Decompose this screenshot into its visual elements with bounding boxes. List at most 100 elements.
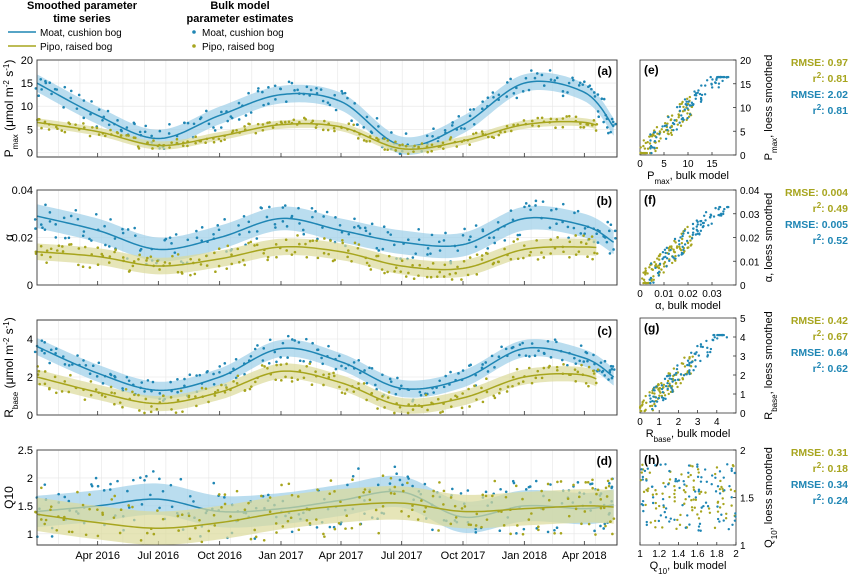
scatter-point — [81, 503, 85, 507]
scatter-point — [298, 242, 301, 246]
scatter-point — [212, 372, 215, 376]
scatter-point — [89, 393, 93, 397]
scatter-point — [696, 91, 699, 94]
scatter-point — [143, 411, 146, 415]
scatter-point — [353, 241, 357, 245]
scatter-point — [512, 92, 516, 95]
scatter-point — [262, 103, 265, 107]
scatter-point — [347, 122, 351, 126]
scatter-point — [91, 126, 94, 129]
scatter-point — [654, 404, 657, 408]
scatter-point — [535, 72, 539, 75]
scatter-point — [39, 77, 43, 81]
scatter-point — [704, 84, 707, 87]
stat-value: : 0.67 — [821, 331, 848, 343]
scatter-point — [179, 477, 183, 481]
legend-heading-bulk-line1: Bulk model — [210, 0, 269, 12]
scatter-point — [302, 359, 305, 363]
scatter-point — [43, 228, 47, 231]
scatter-point — [662, 262, 666, 265]
scatter-point — [664, 255, 667, 259]
scatter-point — [195, 404, 198, 408]
scatter-point — [695, 351, 698, 354]
scatter-point — [192, 122, 196, 126]
scatter-point — [76, 354, 79, 357]
scatter-point — [504, 495, 508, 499]
scatter-point — [120, 129, 123, 133]
scatter-point — [310, 383, 314, 387]
scatter-point — [481, 132, 485, 136]
scatter-point — [659, 391, 662, 394]
scatter-point — [556, 236, 559, 239]
scatter-point — [579, 241, 583, 244]
scatter-point — [713, 333, 716, 337]
scatter-point — [697, 89, 700, 92]
scatter-point — [275, 363, 278, 367]
scatter-point — [674, 381, 678, 385]
scatter-point — [567, 514, 571, 518]
scatter-point — [119, 134, 123, 137]
scatter-point — [420, 142, 424, 145]
scatter-point — [670, 386, 673, 390]
scatter-point — [668, 520, 671, 523]
scatter-point — [453, 504, 457, 508]
scatter-point — [688, 361, 691, 365]
scatter-point — [137, 393, 140, 397]
scatter-point — [133, 122, 136, 126]
scatter-point — [333, 93, 336, 97]
scatter-point — [316, 488, 319, 491]
scatter-point — [420, 499, 423, 502]
scatter-point — [708, 511, 712, 514]
scatter-point — [223, 496, 226, 499]
scatter-point — [261, 90, 264, 94]
scatter-point — [595, 232, 598, 236]
scatter-point — [540, 73, 544, 77]
scatter-point — [431, 135, 434, 138]
scatter-point — [596, 110, 600, 113]
y-tick-label: 10 — [740, 104, 752, 115]
scatter-point — [321, 362, 325, 366]
scatter-point — [581, 83, 585, 86]
scatter-point — [493, 396, 497, 400]
scatter-point — [686, 359, 690, 362]
scatter-point — [720, 485, 723, 489]
scatter-point — [103, 134, 107, 138]
legend-heading-smoothed-line2: time series — [53, 13, 110, 25]
scatter-point — [107, 123, 111, 127]
scatter-point — [121, 231, 125, 235]
scatter-point — [686, 225, 689, 229]
scatter-point — [235, 489, 239, 493]
scatter-point — [696, 475, 700, 479]
scatter-point — [488, 236, 491, 240]
scatter-point — [50, 535, 54, 538]
scatter-point — [281, 206, 285, 209]
scatter-point — [651, 135, 654, 138]
scatter-point — [667, 392, 670, 396]
scatter-point — [176, 377, 179, 381]
scatter-point — [666, 387, 669, 391]
scatter-point — [492, 236, 496, 239]
scatter-point — [275, 255, 278, 259]
scatter-point — [506, 385, 510, 389]
scatter-point — [290, 338, 294, 341]
scatter-point — [442, 489, 446, 493]
scatter-point — [139, 476, 142, 479]
scatter-point — [537, 349, 540, 352]
scatter-point — [649, 397, 652, 400]
scatter-point — [467, 387, 470, 391]
scatter-point — [188, 494, 192, 498]
scatter-point — [96, 246, 100, 249]
scatter-point — [645, 479, 648, 482]
scatter-point — [200, 540, 204, 544]
scatter-point — [686, 363, 689, 367]
scatter-point — [315, 239, 319, 242]
scatter-point — [150, 405, 153, 408]
scatter-point — [83, 245, 87, 249]
scatter-point — [567, 114, 571, 118]
scatter-point — [290, 81, 294, 85]
scatter-point — [297, 528, 301, 532]
scatter-point — [143, 390, 146, 393]
scatter-point — [604, 486, 608, 490]
scatter-point — [37, 94, 40, 98]
scatter-point — [255, 237, 259, 240]
